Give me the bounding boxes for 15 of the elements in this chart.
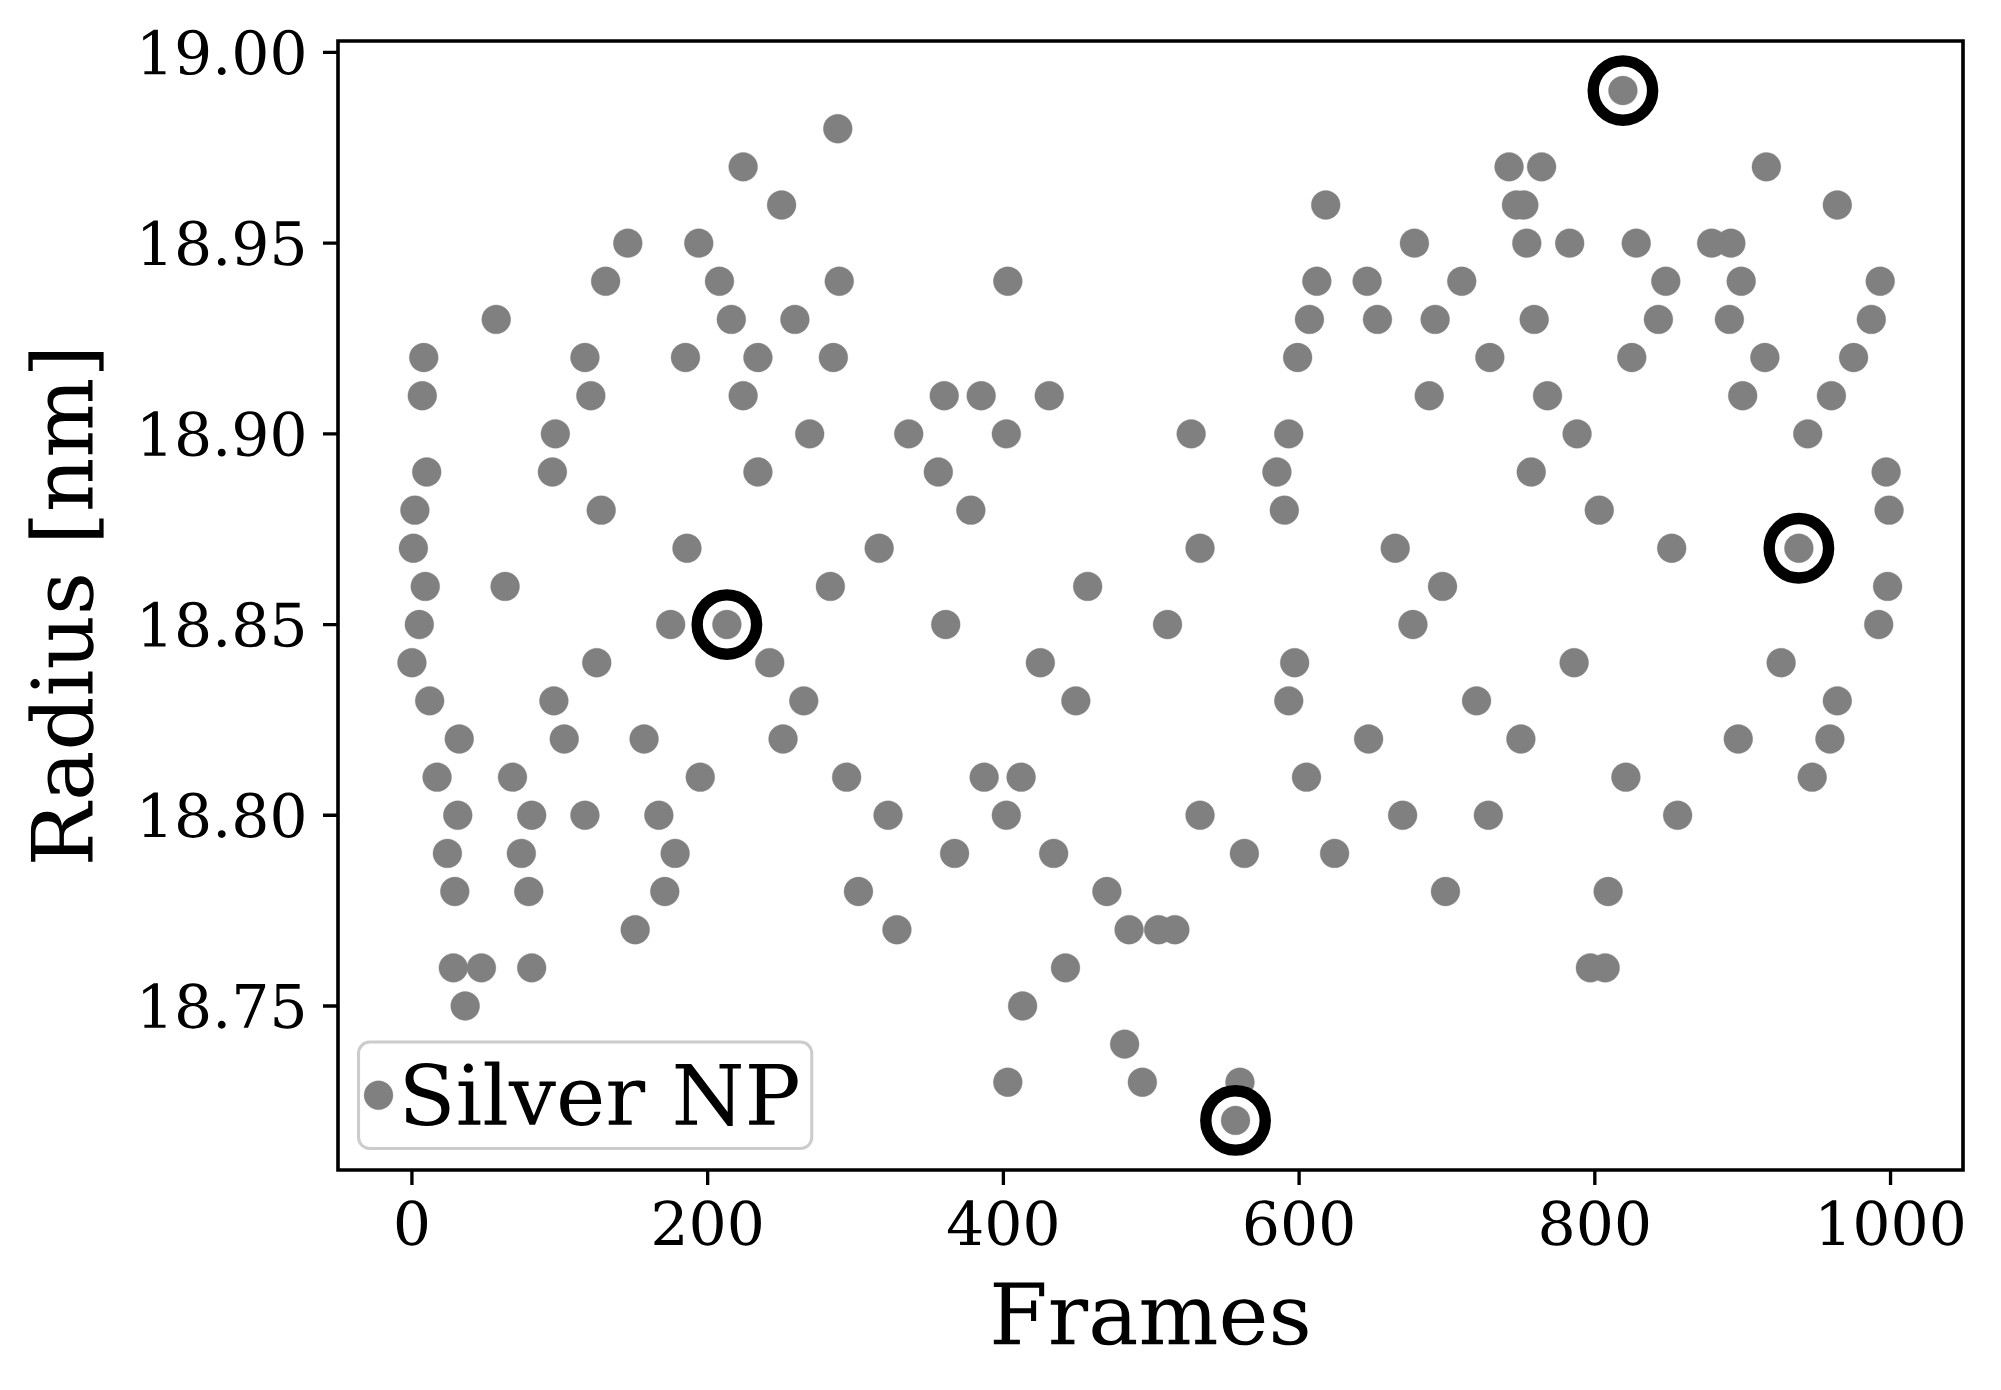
y-tick-label: 18.80 (143, 792, 304, 838)
y-tick-label: 19.00 (143, 29, 304, 76)
x-tick-label: 0 (396, 1200, 428, 1246)
x-tick-label: 400 (947, 1200, 1057, 1246)
y-tick-label: 18.85 (143, 601, 303, 648)
x-tick-label: 800 (1541, 1200, 1649, 1246)
x-tick-label: 200 (654, 1200, 761, 1246)
y-tick-label: 18.75 (143, 983, 303, 1029)
legend-label: Silver NP (405, 1061, 798, 1127)
y-axis-title: Radius [nm] (28, 351, 104, 862)
x-tick-label: 600 (1245, 1200, 1353, 1246)
y-tick-label: 18.90 (143, 411, 304, 457)
x-axis-title: Frames (993, 1282, 1308, 1346)
y-tick-label: 18.95 (143, 220, 303, 266)
x-tick-label: 1000 (1821, 1200, 1963, 1246)
